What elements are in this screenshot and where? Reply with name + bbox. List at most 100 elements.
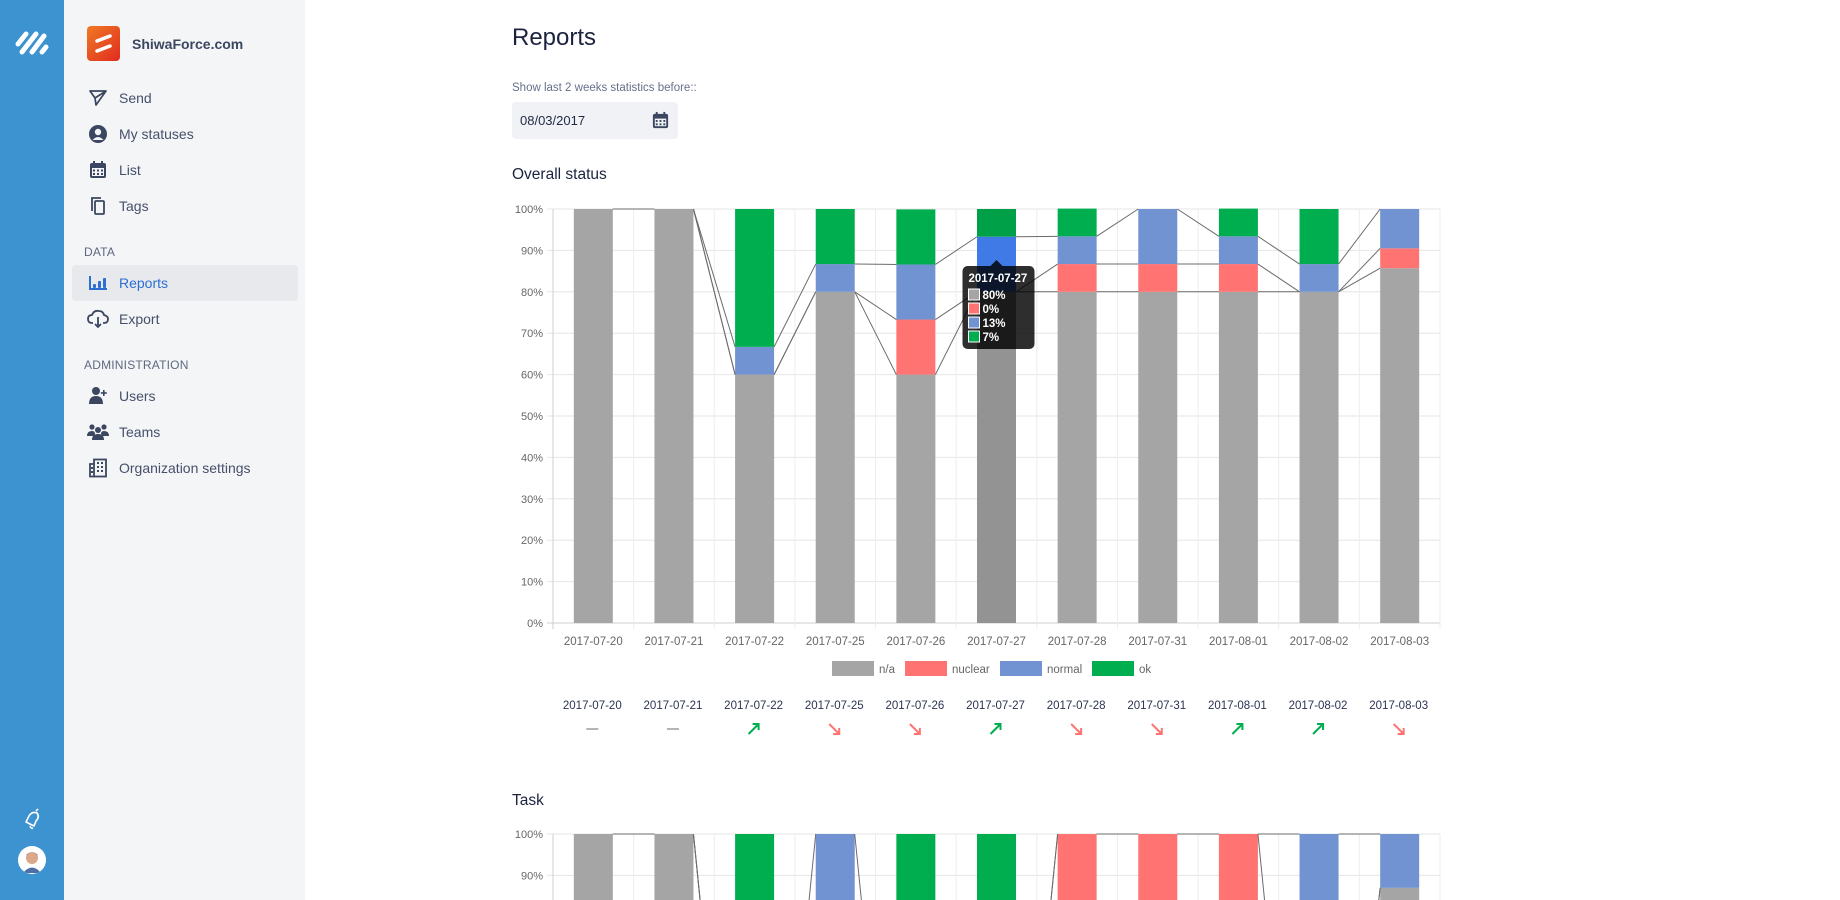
legend-swatch-na <box>832 661 874 676</box>
sidebar-item-send[interactable]: Send <box>72 80 298 116</box>
bell-icon[interactable] <box>21 808 43 830</box>
tooltip-value: 80% <box>983 290 1006 302</box>
arrow-shaft <box>1312 723 1324 735</box>
connector-line <box>854 291 897 375</box>
date-input[interactable] <box>520 102 640 139</box>
bar-segment-na <box>1218 291 1258 623</box>
legend-label: ok <box>1139 664 1151 676</box>
arrow-head <box>1236 723 1244 730</box>
trend-date: 2017-07-26 <box>885 700 944 712</box>
y-tick-label: 50% <box>521 411 543 423</box>
sidebar-item-export[interactable]: Export <box>72 301 298 337</box>
tooltip-swatch <box>968 316 980 329</box>
tooltip-value: 13% <box>983 318 1006 330</box>
sidebar-item-reports[interactable]: Reports <box>72 265 298 301</box>
sidebar-item-organization-settings[interactable]: Organization settings <box>72 450 298 486</box>
bar-segment-na <box>1380 268 1420 623</box>
trend-up-icon <box>1312 723 1325 735</box>
calendar-icon[interactable] <box>651 111 670 130</box>
arrow-shaft <box>989 723 1002 735</box>
x-tick-label: 2017-07-25 <box>806 636 865 648</box>
bar-segment-normal <box>1057 236 1097 265</box>
sidebar-item-teams[interactable]: Teams <box>72 414 298 450</box>
bar-segment-ok <box>896 209 936 265</box>
y-tick-label: 100% <box>515 204 543 216</box>
bar-segment-ok <box>977 209 1016 237</box>
user-plus-icon <box>87 385 109 407</box>
connector-line <box>773 291 817 375</box>
arrow-head <box>913 728 921 735</box>
bar-segment-na <box>1380 887 1420 900</box>
connector-line <box>692 208 736 375</box>
connector-line <box>773 263 817 348</box>
sidebar-item-tags[interactable]: Tags <box>72 188 298 224</box>
connector-line <box>1257 263 1300 293</box>
bar-chart-icon <box>87 272 109 294</box>
bar-segment-na <box>1138 291 1178 623</box>
bar-segment-normal <box>1299 264 1339 292</box>
x-tick-label: 2017-07-31 <box>1128 636 1187 648</box>
bar-segment-normal <box>815 264 855 292</box>
y-tick-label: 70% <box>521 328 543 340</box>
x-tick-label: 2017-07-22 <box>725 636 784 648</box>
x-tick-label: 2017-07-21 <box>645 636 704 648</box>
sidebar-item-list[interactable]: List <box>72 152 298 188</box>
bar-segment-na <box>573 209 613 623</box>
arrow-shaft <box>1231 723 1244 735</box>
bar-segment-ok <box>1218 208 1258 237</box>
legend-swatch-normal <box>1000 661 1042 676</box>
bar-segment-normal <box>1380 834 1420 888</box>
trend-date: 2017-07-25 <box>805 700 864 712</box>
date-picker[interactable] <box>512 102 678 139</box>
bar-segment-normal <box>1218 236 1258 265</box>
x-tick-label: 2017-07-20 <box>564 636 623 648</box>
x-tick-label: 2017-07-27 <box>967 636 1026 648</box>
user-avatar[interactable] <box>18 846 46 874</box>
trend-date: 2017-07-20 <box>563 700 622 712</box>
bar-segment-na <box>896 374 936 623</box>
arrow-head <box>1317 723 1325 730</box>
x-tick-label: 2017-07-28 <box>1048 636 1107 648</box>
connector-line <box>1257 235 1300 265</box>
bar-segment-normal <box>1299 834 1339 900</box>
tooltip-value: 7% <box>983 332 1000 344</box>
connector-line <box>1338 208 1381 265</box>
calendar-icon <box>87 159 109 181</box>
trend-date: 2017-07-22 <box>724 700 783 712</box>
org-logo-icon <box>87 26 120 61</box>
tooltip-swatch <box>968 288 980 301</box>
y-tick-label: 0% <box>527 618 543 630</box>
organization-header[interactable]: ShiwaForce.com <box>87 26 243 61</box>
trend-up-icon <box>989 723 1002 735</box>
trend-down-icon <box>909 723 921 735</box>
page-title: Reports <box>512 24 597 51</box>
arrow-shaft <box>1151 723 1163 735</box>
x-tick-label: 2017-08-02 <box>1290 636 1349 648</box>
task-title: Task <box>512 792 544 809</box>
tooltip-swatch <box>968 330 980 343</box>
x-tick-label: 2017-07-26 <box>886 636 945 648</box>
x-tick-label: 2017-08-01 <box>1209 636 1268 648</box>
trend-up-icon <box>747 723 760 735</box>
bar-segment-nuclear <box>896 319 936 375</box>
tooltip-swatch <box>968 302 980 315</box>
app-logo-icon[interactable] <box>14 28 50 58</box>
y-tick-label: 60% <box>521 370 543 382</box>
section-administration: ADMINISTRATION <box>84 358 189 372</box>
sidebar-item-users[interactable]: Users <box>72 378 298 414</box>
bar-segment-nuclear <box>1138 834 1178 900</box>
bar-segment-na <box>654 209 694 623</box>
connector-line <box>1338 247 1381 293</box>
legend-label: nuclear <box>952 664 990 676</box>
y-tick-label: 90% <box>521 870 543 882</box>
bar-segment-na <box>1057 291 1097 623</box>
legend-swatch-ok <box>1092 661 1134 676</box>
sidebar-item-my-statuses[interactable]: My statuses <box>72 116 298 152</box>
arrow-shaft <box>1392 723 1405 735</box>
user-circle-icon <box>87 123 109 145</box>
arrow-shaft <box>747 723 760 735</box>
connector-line <box>935 236 978 265</box>
arrow-head <box>1075 728 1083 735</box>
bar-segment-na <box>815 291 855 623</box>
